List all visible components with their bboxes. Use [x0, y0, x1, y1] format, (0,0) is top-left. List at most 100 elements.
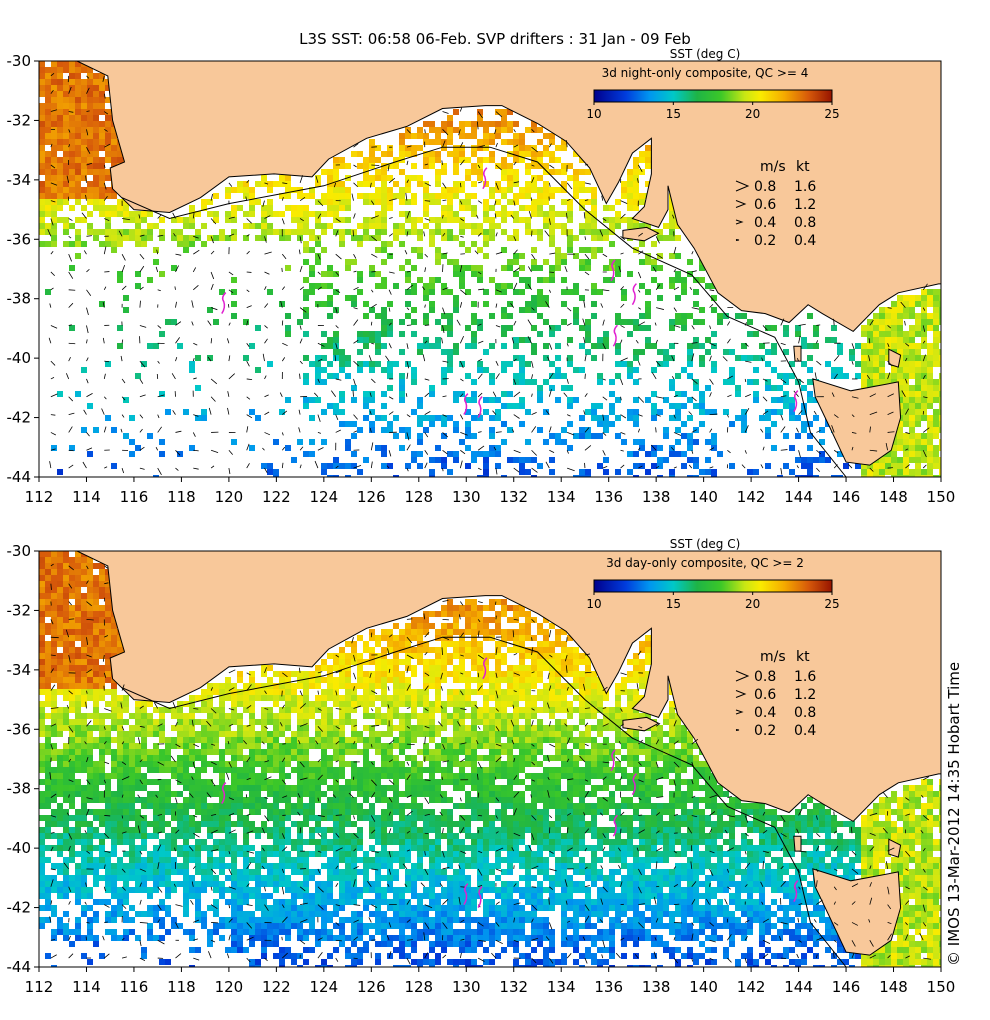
current-vector [50, 251, 54, 255]
current-vector [424, 200, 431, 202]
current-vector [617, 847, 621, 852]
current-vector [882, 792, 888, 798]
current-vector [264, 776, 272, 781]
current-vector [86, 110, 90, 112]
current-vector [709, 303, 714, 308]
current-vector [919, 933, 924, 941]
current-vector [228, 797, 234, 801]
current-vector [139, 922, 148, 924]
current-vector [673, 466, 677, 469]
current-vector [709, 957, 714, 961]
current-vector [298, 249, 301, 255]
current-vector [441, 776, 443, 780]
current-vector [281, 218, 285, 225]
y-tick-label: -32 [7, 111, 32, 129]
current-vector [228, 182, 233, 187]
current-vector [460, 708, 467, 710]
current-vector [157, 426, 162, 433]
current-vector [459, 360, 464, 368]
current-vector [335, 904, 340, 907]
current-vector [86, 393, 93, 398]
current-vector [566, 343, 569, 347]
current-vector [513, 672, 521, 676]
current-vector [388, 233, 393, 237]
map-panel-bottom: 112 114 116 118 120 122 124 126 128 130 132 134 136 1… [7, 537, 956, 996]
current-vector [477, 685, 483, 691]
current-vector [866, 374, 871, 380]
current-vector [406, 654, 414, 659]
current-vector [618, 864, 621, 870]
current-vector [762, 953, 769, 959]
current-vector [709, 811, 716, 816]
current-vector [262, 353, 265, 362]
current-vector [709, 828, 713, 834]
current-vector [371, 236, 378, 242]
current-vector [638, 779, 644, 783]
current-vector [655, 861, 658, 869]
current-vector [157, 813, 163, 816]
current-vector [264, 303, 269, 308]
current-vector [887, 372, 891, 380]
current-vector [139, 850, 143, 855]
current-vector [440, 686, 443, 691]
current-vector [495, 182, 499, 190]
current-vector [548, 143, 552, 148]
current-vector [691, 378, 698, 384]
current-vector [780, 832, 787, 838]
current-vector [282, 916, 288, 923]
current-vector [654, 322, 657, 326]
current-vector [851, 446, 854, 451]
current-vector [546, 755, 550, 763]
current-vector [118, 230, 123, 237]
current-vector [139, 253, 145, 260]
current-vector [494, 129, 497, 134]
current-vector [192, 432, 196, 437]
current-vector [442, 214, 444, 219]
current-vector [548, 426, 552, 433]
current-vector [547, 702, 550, 709]
x-tick-label: 134 [547, 488, 576, 506]
current-vector [833, 449, 839, 454]
current-vector [388, 396, 394, 400]
current-vector [796, 828, 799, 834]
current-vector [618, 741, 621, 745]
current-vector [602, 343, 606, 350]
current-vector [495, 111, 502, 118]
current-vector [246, 443, 250, 451]
current-vector [495, 922, 500, 927]
current-vector [121, 868, 126, 873]
current-vector [833, 886, 837, 891]
current-vector [335, 865, 339, 870]
current-vector [281, 357, 286, 362]
current-vector [280, 300, 283, 308]
current-vector [246, 378, 253, 381]
current-vector [923, 957, 932, 960]
current-vector [798, 335, 801, 344]
current-vector [833, 318, 835, 326]
current-vector [544, 230, 550, 237]
current-vector [495, 847, 504, 852]
current-vector [651, 372, 657, 380]
current-vector [922, 868, 926, 873]
current-vector [335, 779, 339, 783]
current-vector [656, 396, 664, 399]
current-vector [477, 445, 485, 451]
current-vector [120, 428, 123, 433]
current-vector [86, 162, 93, 166]
current-vector [104, 635, 109, 638]
current-vector [709, 868, 714, 877]
current-vector [424, 378, 430, 381]
current-vector [566, 758, 570, 763]
current-vector [317, 236, 319, 240]
current-vector [798, 903, 803, 905]
current-vector [442, 760, 450, 763]
legend-speed-ms: 0.8 [754, 669, 776, 685]
current-vector [86, 601, 92, 607]
current-vector [157, 844, 162, 852]
current-vector [477, 232, 482, 237]
colorbar [593, 89, 833, 103]
current-vector [353, 270, 357, 273]
current-vector [456, 319, 461, 326]
current-vector [831, 425, 835, 433]
current-vector [406, 725, 411, 729]
